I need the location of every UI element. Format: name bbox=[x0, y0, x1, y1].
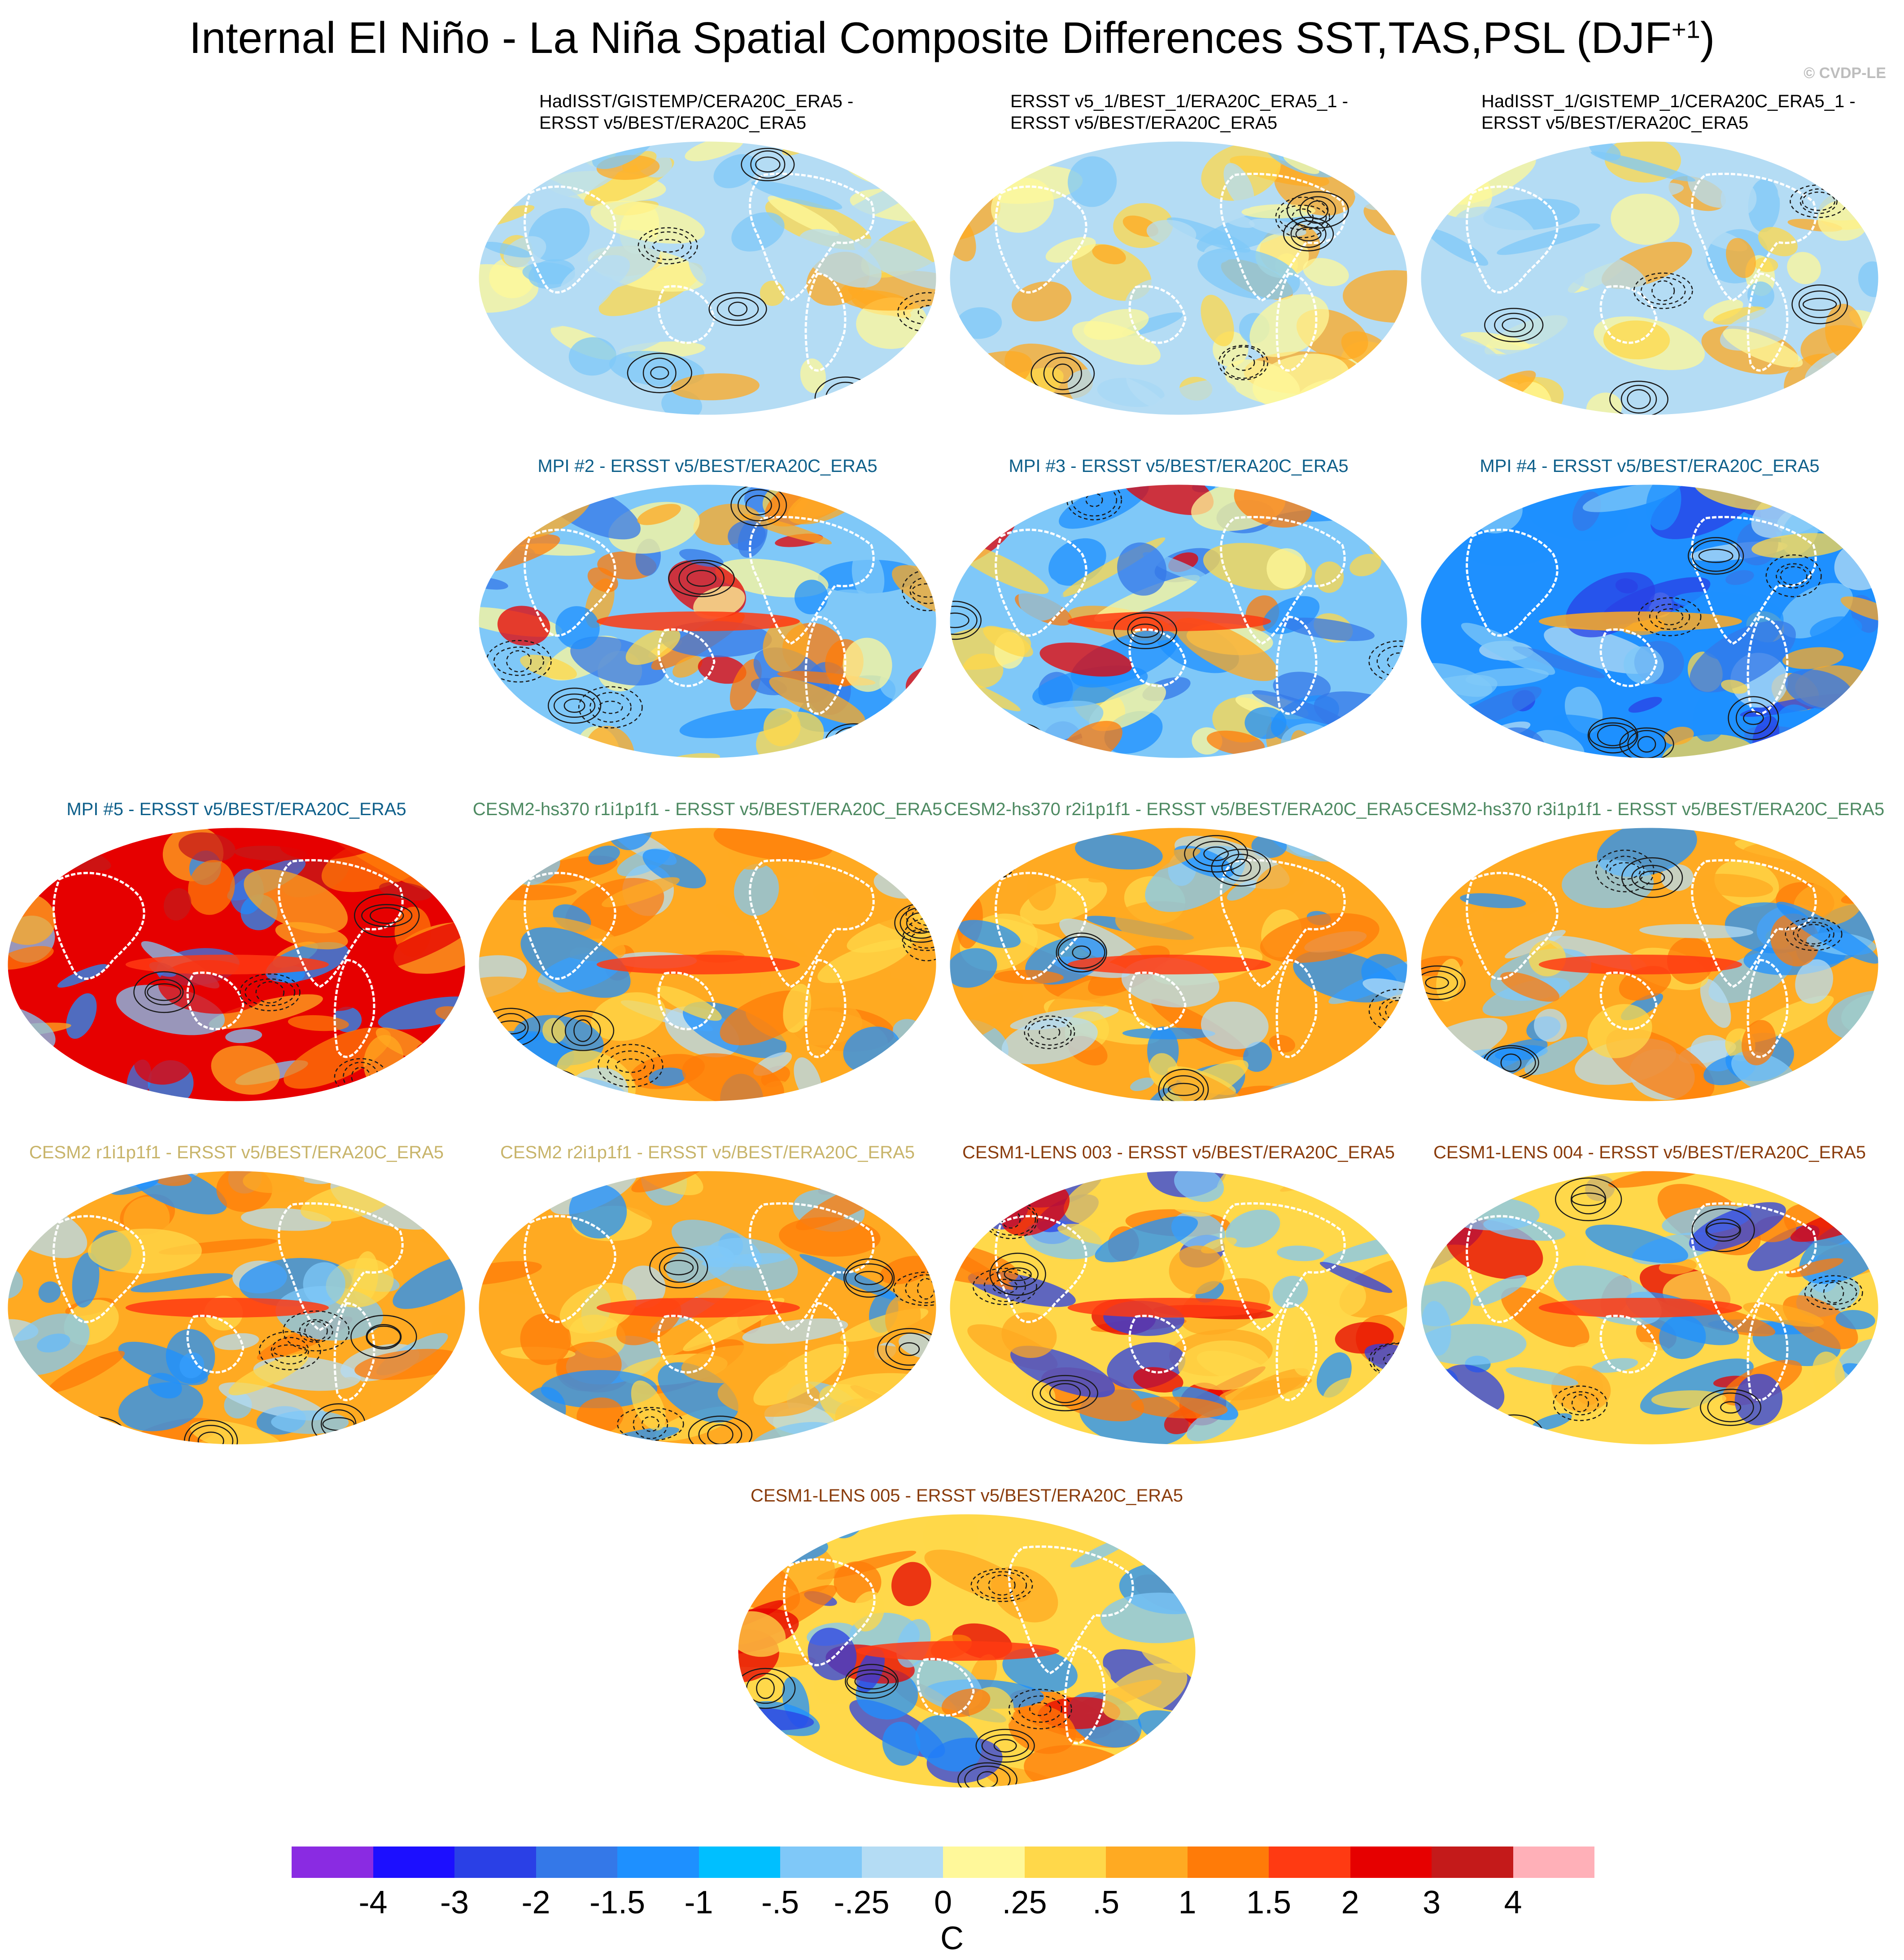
map-panel bbox=[948, 139, 1410, 417]
map-panel bbox=[476, 825, 939, 1104]
colorbar-tick-label: -.25 bbox=[834, 1885, 890, 1921]
panel-title: CESM2-hs370 r1i1p1f1 - ERSST v5/BEST/ERA… bbox=[472, 799, 943, 820]
panel-title-line: CESM2 r1i1p1f1 - ERSST v5/BEST/ERA20C_ER… bbox=[29, 1143, 444, 1162]
map-panel bbox=[476, 482, 939, 760]
panel-title-line: MPI #3 - ERSST v5/BEST/ERA20C_ERA5 bbox=[1009, 456, 1349, 476]
panel-title-line: CESM2-hs370 r1i1p1f1 - ERSST v5/BEST/ERA… bbox=[472, 799, 943, 819]
colorbar-tick-label: .5 bbox=[1092, 1885, 1120, 1921]
colorbar-swatch bbox=[536, 1847, 617, 1878]
colorbar-swatch bbox=[292, 1847, 373, 1878]
panel-title: CESM2-hs370 r3i1p1f1 - ERSST v5/BEST/ERA… bbox=[1414, 799, 1885, 820]
panel-title-line: HadISST_1/GISTEMP_1/CERA20C_ERA5_1 - bbox=[1481, 92, 1856, 111]
colorbar-tick-label: 0 bbox=[934, 1885, 952, 1921]
panel-title: ERSST v5_1/BEST_1/ERA20C_ERA5_1 - ERSST v… bbox=[1010, 91, 1348, 134]
colorbar-tick-label: 3 bbox=[1422, 1885, 1441, 1921]
panel-title-line: CESM2 r2i1p1f1 - ERSST v5/BEST/ERA20C_ER… bbox=[500, 1143, 915, 1162]
figure-title: Internal El Niño - La Niña Spatial Compo… bbox=[0, 13, 1904, 63]
colorbar-swatch bbox=[699, 1847, 780, 1878]
colorbar-tick-label: 1.5 bbox=[1246, 1885, 1292, 1921]
panel-title-line: MPI #4 - ERSST v5/BEST/ERA20C_ERA5 bbox=[1480, 456, 1820, 476]
map-panel bbox=[476, 139, 939, 417]
panel-title: MPI #5 - ERSST v5/BEST/ERA20C_ERA5 bbox=[1, 799, 472, 820]
panel-title: HadISST_1/GISTEMP_1/CERA20C_ERA5_1 - ERSS… bbox=[1481, 91, 1856, 134]
colorbar bbox=[292, 1847, 1594, 1878]
colorbar-swatch bbox=[1513, 1847, 1594, 1878]
map-panel bbox=[1419, 139, 1881, 417]
panel-title-line: MPI #2 - ERSST v5/BEST/ERA20C_ERA5 bbox=[537, 456, 878, 476]
colorbar-tick-label: -2 bbox=[521, 1885, 550, 1921]
map-panel bbox=[736, 1512, 1198, 1790]
colorbar-swatch bbox=[861, 1847, 943, 1878]
panel-title-line: CESM1-LENS 005 - ERSST v5/BEST/ERA20C_ER… bbox=[750, 1486, 1183, 1506]
figure-title-end: ) bbox=[1700, 13, 1715, 62]
figure-title-text: Internal El Niño - La Niña Spatial Compo… bbox=[189, 13, 1672, 62]
map-panel bbox=[1419, 825, 1881, 1104]
colorbar-swatch bbox=[1187, 1847, 1269, 1878]
panel-title-line: ERSST v5/BEST/ERA20C_ERA5 bbox=[539, 113, 807, 133]
colorbar-swatch bbox=[1432, 1847, 1513, 1878]
colorbar-tick-labels: -4 -3 -2 -1.5 -1 -.5 -.25 0 .25 .5 1 1.5 2 3 4 bbox=[292, 1884, 1594, 1921]
copyright-label: © CVDP-LE bbox=[1804, 65, 1886, 82]
panel-title-line: ERSST v5_1/BEST_1/ERA20C_ERA5_1 - bbox=[1010, 92, 1348, 111]
map-panel bbox=[948, 482, 1410, 760]
map-panel bbox=[1419, 1169, 1881, 1447]
map-panel bbox=[5, 1169, 467, 1447]
colorbar-swatch bbox=[1024, 1847, 1106, 1878]
panel-title: MPI #2 - ERSST v5/BEST/ERA20C_ERA5 bbox=[472, 455, 943, 477]
colorbar-tick-label: 2 bbox=[1341, 1885, 1359, 1921]
panel-title: CESM1-LENS 005 - ERSST v5/BEST/ERA20C_ER… bbox=[731, 1485, 1202, 1506]
panel-title: CESM2-hs370 r2i1p1f1 - ERSST v5/BEST/ERA… bbox=[943, 799, 1414, 820]
map-panel bbox=[1419, 482, 1881, 760]
colorbar-tick-label: 4 bbox=[1504, 1885, 1522, 1921]
panel-title-line: ERSST v5/BEST/ERA20C_ERA5 bbox=[1010, 113, 1278, 133]
panel-title-line: CESM1-LENS 003 - ERSST v5/BEST/ERA20C_ER… bbox=[962, 1143, 1395, 1162]
panel-title: HadISST/GISTEMP/CERA20C_ERA5 - ERSST v5/B… bbox=[539, 91, 853, 134]
colorbar-tick-label: .25 bbox=[1002, 1885, 1047, 1921]
colorbar-swatch bbox=[780, 1847, 862, 1878]
colorbar-swatch bbox=[1269, 1847, 1350, 1878]
panel-title: MPI #3 - ERSST v5/BEST/ERA20C_ERA5 bbox=[943, 455, 1414, 477]
colorbar-swatch bbox=[1350, 1847, 1432, 1878]
figure-title-superscript: +1 bbox=[1671, 15, 1700, 44]
colorbar-swatch bbox=[454, 1847, 536, 1878]
colorbar-swatch bbox=[1106, 1847, 1188, 1878]
colorbar-tick-label: -.5 bbox=[761, 1885, 799, 1921]
panel-title: CESM1-LENS 004 - ERSST v5/BEST/ERA20C_ER… bbox=[1414, 1142, 1885, 1163]
panel-title-line: HadISST/GISTEMP/CERA20C_ERA5 - bbox=[539, 92, 854, 111]
map-panel bbox=[948, 1169, 1410, 1447]
panel-title-line: ERSST v5/BEST/ERA20C_ERA5 bbox=[1481, 113, 1749, 133]
colorbar-swatch bbox=[373, 1847, 454, 1878]
panel-title: CESM2 r2i1p1f1 - ERSST v5/BEST/ERA20C_ER… bbox=[472, 1142, 943, 1163]
colorbar-tick-label: -1.5 bbox=[589, 1885, 646, 1921]
panel-title: CESM2 r1i1p1f1 - ERSST v5/BEST/ERA20C_ER… bbox=[1, 1142, 472, 1163]
colorbar-tick-label: -4 bbox=[358, 1885, 388, 1921]
colorbar-tick-label: 1 bbox=[1178, 1885, 1197, 1921]
panel-title: CESM1-LENS 003 - ERSST v5/BEST/ERA20C_ER… bbox=[943, 1142, 1414, 1163]
map-panel bbox=[476, 1169, 939, 1447]
panel-title-line: CESM1-LENS 004 - ERSST v5/BEST/ERA20C_ER… bbox=[1433, 1143, 1866, 1162]
panel-title-line: CESM2-hs370 r2i1p1f1 - ERSST v5/BEST/ERA… bbox=[943, 799, 1414, 819]
map-panel bbox=[948, 825, 1410, 1104]
panel-title: MPI #4 - ERSST v5/BEST/ERA20C_ERA5 bbox=[1414, 455, 1885, 477]
panel-title-line: MPI #5 - ERSST v5/BEST/ERA20C_ERA5 bbox=[66, 799, 406, 819]
colorbar-swatch bbox=[617, 1847, 699, 1878]
colorbar-tick-label: -3 bbox=[440, 1885, 469, 1921]
map-panel bbox=[5, 825, 467, 1104]
colorbar-tick-label: -1 bbox=[684, 1885, 713, 1921]
colorbar-unit-label: C bbox=[940, 1921, 964, 1956]
panel-title-line: CESM2-hs370 r3i1p1f1 - ERSST v5/BEST/ERA… bbox=[1415, 799, 1885, 819]
colorbar-swatch bbox=[943, 1847, 1025, 1878]
